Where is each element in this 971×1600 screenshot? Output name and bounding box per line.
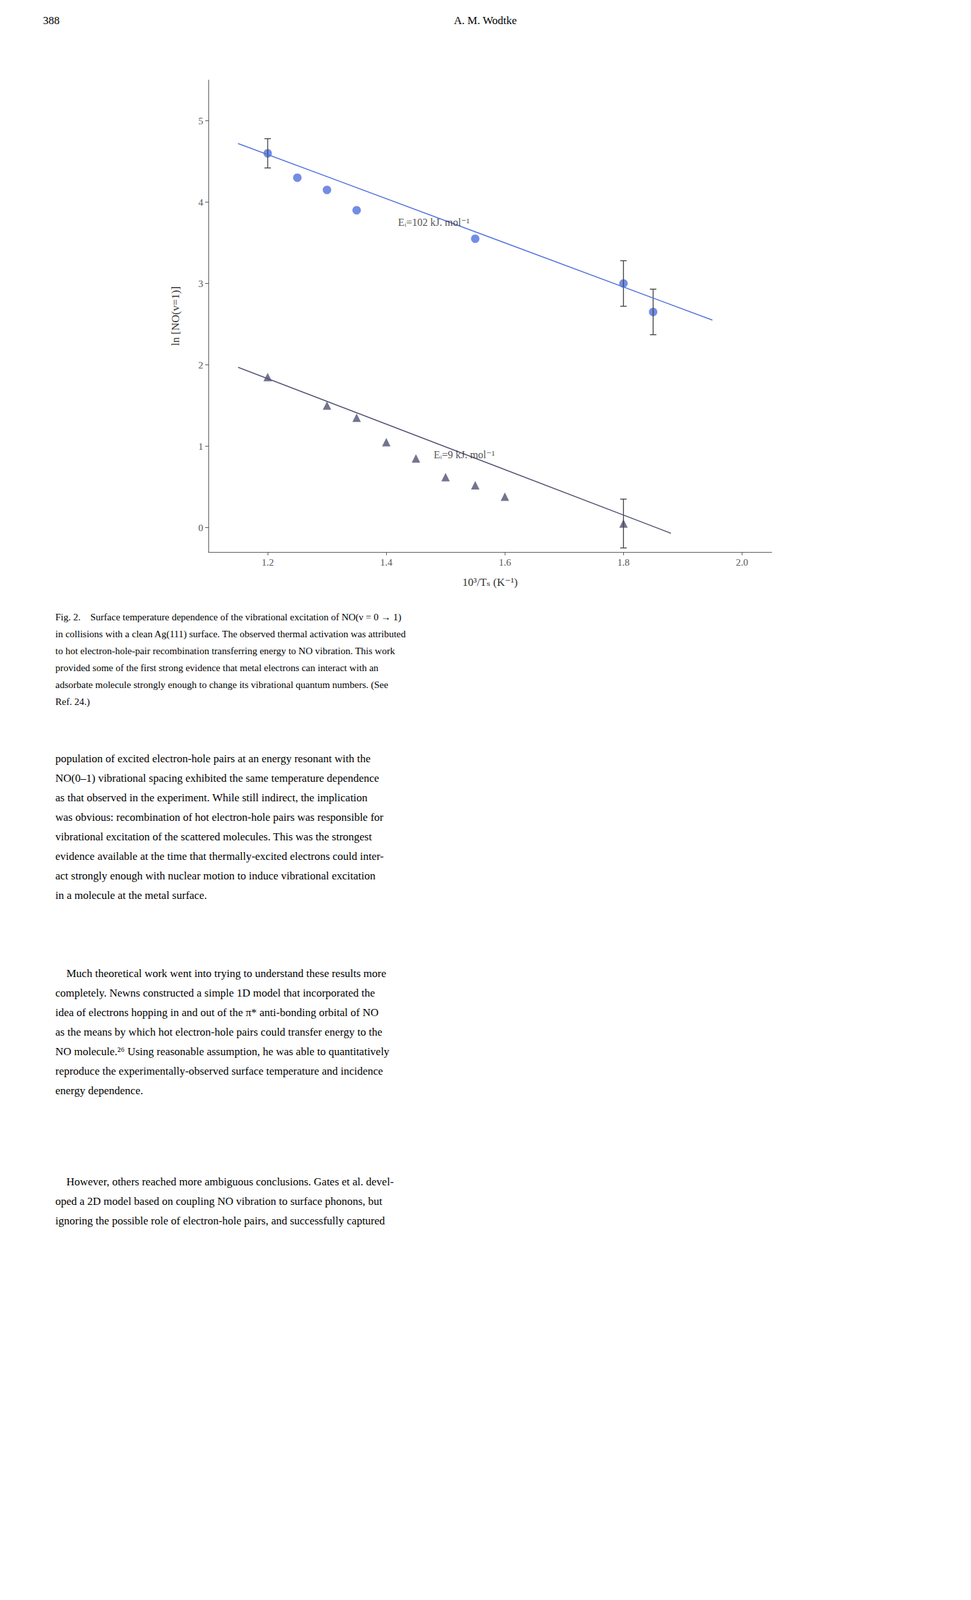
- svg-text:5: 5: [198, 115, 204, 127]
- svg-text:vibrational excitation of the: vibrational excitation of the scattered …: [55, 830, 372, 844]
- svg-text:act strongly enough with nucle: act strongly enough with nuclear motion …: [55, 870, 376, 883]
- svg-text:3: 3: [198, 278, 204, 290]
- svg-text:idea of electrons hopping in a: idea of electrons hopping in and out of …: [55, 1006, 379, 1020]
- svg-text:1.2: 1.2: [261, 557, 275, 568]
- svg-text:Much theoretical work went int: Much theoretical work went into trying t…: [55, 967, 387, 981]
- svg-text:1: 1: [198, 441, 204, 452]
- svg-text:energy dependence.: energy dependence.: [55, 1084, 144, 1098]
- svg-text:to hot electron-hole-pair reco: to hot electron-hole-pair recombination …: [55, 646, 396, 657]
- svg-text:as the means by which hot elec: as the means by which hot electron-hole …: [55, 1026, 383, 1039]
- svg-text:10³/Tₛ (K⁻¹): 10³/Tₛ (K⁻¹): [462, 576, 518, 589]
- svg-text:oped a 2D model based on coupl: oped a 2D model based on coupling NO vib…: [55, 1195, 383, 1209]
- svg-text:1.6: 1.6: [498, 557, 512, 568]
- svg-text:However, others reached more a: However, others reached more ambiguous c…: [55, 1176, 395, 1189]
- svg-text:reproduce the experimentally-o: reproduce the experimentally-observed su…: [55, 1065, 383, 1078]
- svg-text:NO molecule.²⁶ Using reasonabl: NO molecule.²⁶ Using reasonable assumpti…: [55, 1045, 390, 1059]
- svg-text:A. M. Wodtke: A. M. Wodtke: [453, 14, 518, 27]
- svg-text:4: 4: [198, 197, 204, 208]
- svg-text:was obvious: recombination of: was obvious: recombination of hot electr…: [55, 811, 384, 824]
- svg-text:2: 2: [198, 360, 204, 371]
- svg-text:0: 0: [198, 522, 204, 534]
- svg-text:provided some of the first str: provided some of the first strong eviden…: [55, 662, 380, 674]
- svg-text:2.0: 2.0: [735, 557, 749, 568]
- svg-text:ln [NO(v=1)]: ln [NO(v=1)]: [169, 286, 182, 346]
- svg-text:NO(0–1) vibrational spacing ex: NO(0–1) vibrational spacing exhibited th…: [55, 772, 380, 785]
- svg-text:Eᵢ=9 kJ. mol⁻¹: Eᵢ=9 kJ. mol⁻¹: [433, 449, 495, 461]
- svg-text:1.4: 1.4: [380, 557, 393, 568]
- svg-text:adsorbate molecule strongly en: adsorbate molecule strongly enough to ch…: [55, 679, 389, 691]
- svg-text:Fig. 2. Surface temperature: Fig. 2. Surface temperature dependence o…: [55, 612, 402, 624]
- svg-text:in collisions with a clean Ag(: in collisions with a clean Ag(111) surfa…: [55, 629, 407, 641]
- svg-text:Ref. 24.): Ref. 24.): [55, 696, 90, 708]
- svg-text:ignoring the possible role of: ignoring the possible role of electron-h…: [55, 1215, 386, 1228]
- svg-text:Eᵢ=102 kJ. mol⁻¹: Eᵢ=102 kJ. mol⁻¹: [397, 216, 470, 228]
- svg-text:1.8: 1.8: [617, 557, 630, 568]
- svg-text:388: 388: [42, 14, 60, 27]
- svg-text:as that observed in the experi: as that observed in the experiment. Whil…: [55, 791, 368, 805]
- svg-text:in a molecule at the metal sur: in a molecule at the metal surface.: [55, 889, 208, 902]
- svg-text:evidence available at the time: evidence available at the time that ther…: [55, 850, 385, 863]
- svg-text:population of excited electron: population of excited electron-hole pair…: [55, 752, 371, 766]
- svg-text:completely. Newns constructed: completely. Newns constructed a simple 1…: [55, 987, 376, 1000]
